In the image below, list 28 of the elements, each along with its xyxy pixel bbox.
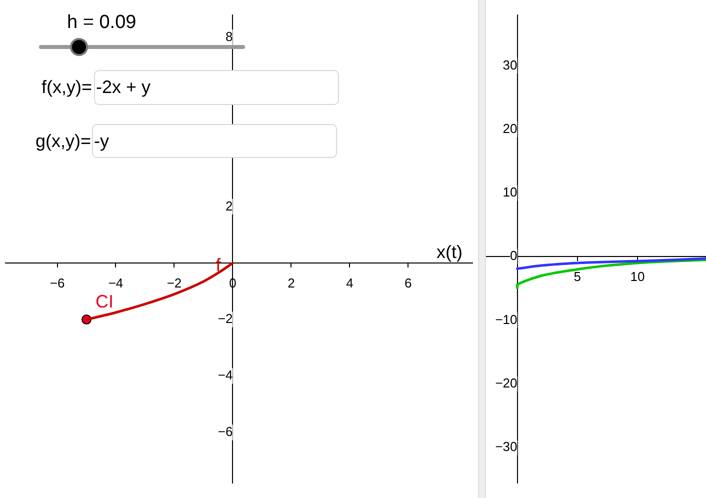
annotation: -y: [94, 131, 109, 152]
annotation: h = 0.09: [67, 12, 136, 34]
y-tick-label: −2: [218, 311, 233, 326]
annotation: g(x,y)=: [34, 131, 91, 152]
x-tick-label: 10: [630, 269, 645, 284]
x-tick-label: 2: [288, 275, 295, 290]
y-tick-label: 10: [502, 184, 518, 200]
y-tick-label: −10: [495, 312, 518, 327]
x-tick-label: −2: [166, 275, 182, 290]
y-tick-label: 20: [502, 120, 518, 136]
x-tick-label: 6: [404, 275, 412, 290]
y-tick-label: 8: [225, 28, 233, 44]
y-tick-label: −30: [495, 439, 518, 454]
y-tick-label: 0: [510, 248, 518, 264]
y-tick-label: −4: [218, 368, 233, 383]
x-axis-title: x(t): [436, 242, 462, 262]
y-tick-label: 30: [502, 57, 518, 72]
x-tick-label: 5: [574, 269, 581, 284]
y-tick-label: −6: [218, 424, 233, 439]
series-label: CI: [96, 292, 114, 312]
y-tick-label: −20: [495, 376, 518, 390]
x-tick-label: −6: [50, 275, 65, 290]
x-tick-label: 4: [346, 275, 354, 290]
annotation: f(x,y)=: [40, 77, 92, 98]
line-series: [516, 257, 706, 270]
annotation: -2x + y: [96, 77, 151, 98]
x-tick-label: −4: [108, 275, 124, 290]
y-tick-label: 2: [225, 198, 233, 214]
